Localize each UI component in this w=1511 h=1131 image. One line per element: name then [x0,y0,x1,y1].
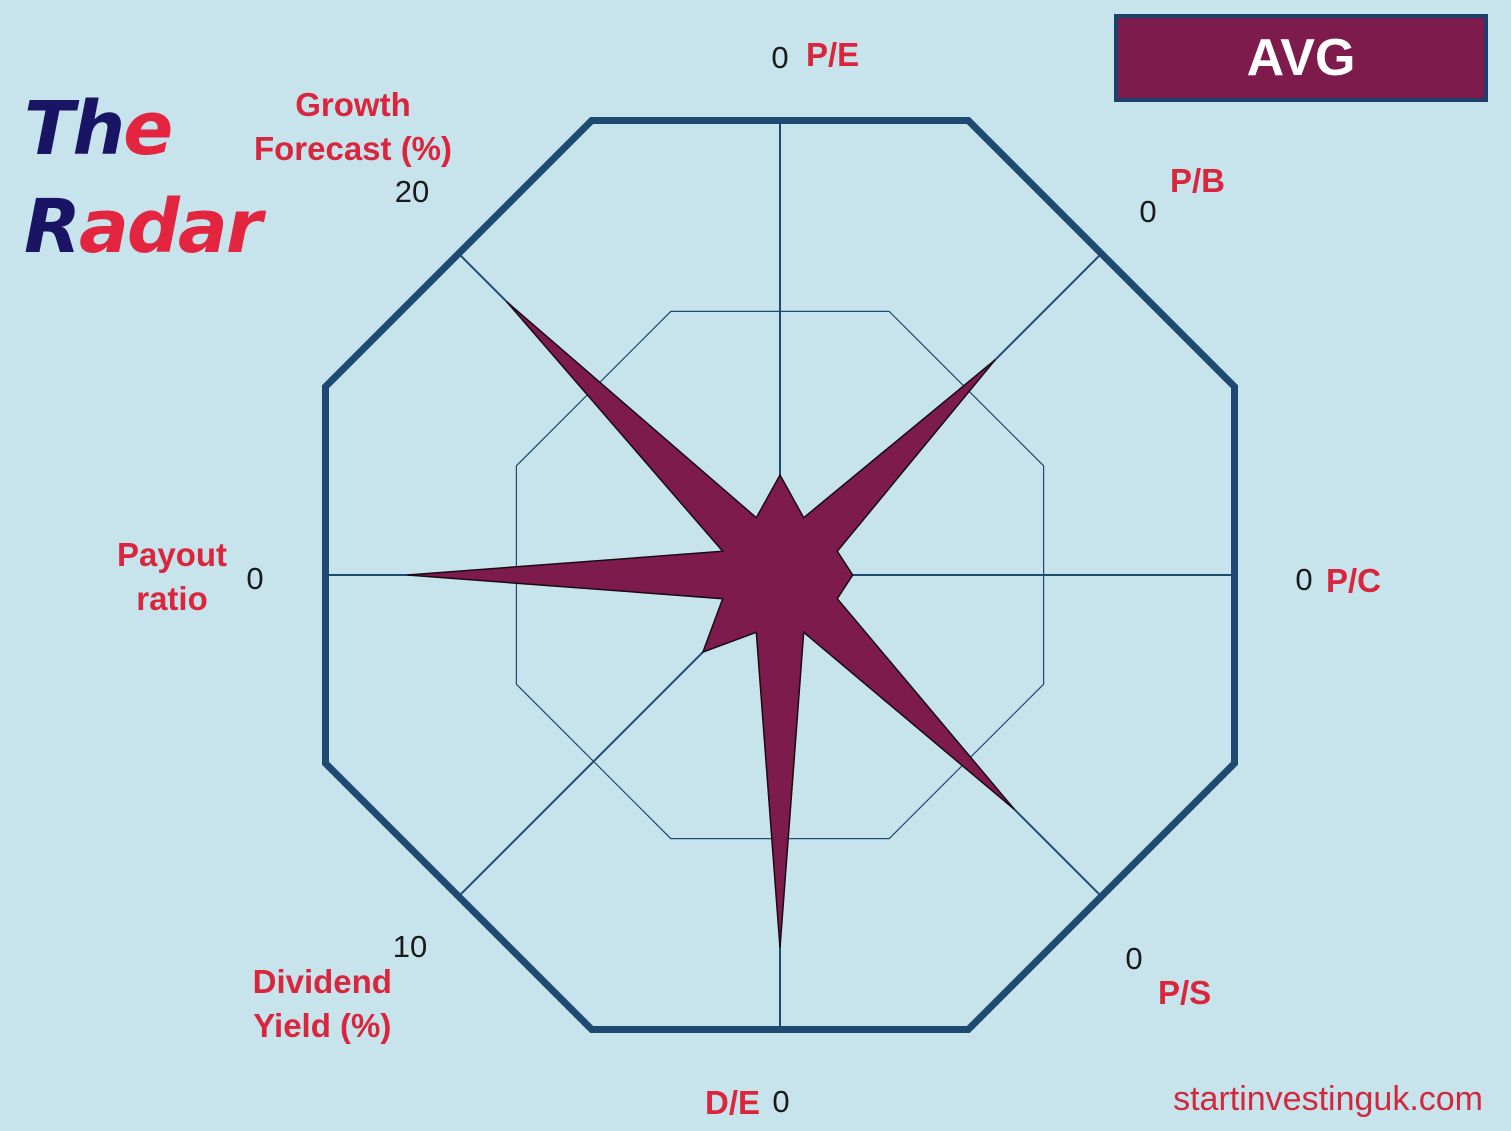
axis-max-label: 0 [772,1084,789,1119]
axis-label: Growth Forecast (%) [254,86,452,167]
series-shape-avg [407,301,1016,948]
axis-label: D/E [705,1084,760,1121]
brand-text-th: Th [24,86,125,172]
axis-label: P/B [1170,162,1225,199]
inner-grid-ring [515,310,1045,840]
source-credit: startinvestinguk.com [1173,1080,1483,1118]
outer-grid-ring [322,117,1238,1033]
axis-label: P/S [1158,974,1211,1011]
axis-label: Dividend Yield (%) [253,963,392,1044]
axis-max-label: 0 [246,561,263,596]
axis-label: Payout ratio [117,536,227,617]
brand-logo: The Radar [24,80,262,276]
axis-label: P/E [806,36,859,73]
axis-max-label: 0 [1125,941,1142,976]
axis-max-label: 0 [1295,562,1312,597]
brand-text-adar: adar [78,184,262,270]
series-badge: AVG [1114,14,1488,102]
brand-text-r: R [24,184,81,270]
axis-max-label: 10 [393,929,427,964]
brand-text-e: e [123,86,173,172]
axis-label: P/C [1326,562,1381,599]
axis-max-label: 0 [771,40,788,75]
axis-max-label: 20 [395,174,429,209]
axis-max-label: 0 [1139,194,1156,229]
